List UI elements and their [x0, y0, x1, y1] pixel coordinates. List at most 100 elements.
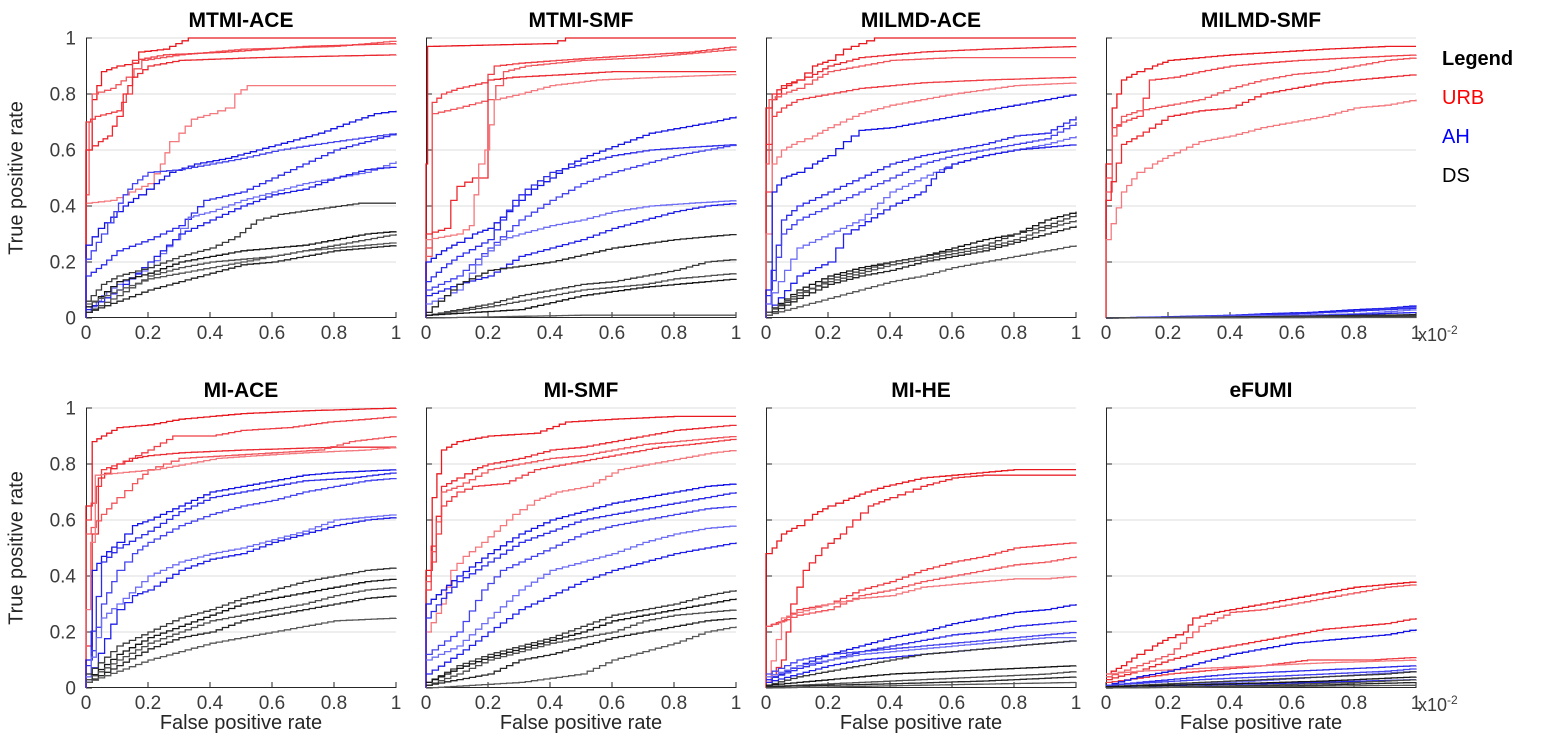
plot-title-mi-he: MI-HE [891, 379, 951, 402]
plot-milmd-smf: MILMD-SMF 0 0.2 0.4 0.6 0.8 1 [1101, 8, 1422, 344]
svg-text:1: 1 [1071, 323, 1082, 344]
plot-mi-ace: MI-ACE 0 0.2 0.4 0.6 0.8 1 0 0.2 0.4 0.6 0.8 1 Fals… [50, 378, 402, 735]
svg-text:0.4: 0.4 [877, 693, 904, 714]
svg-text:1: 1 [391, 323, 402, 344]
svg-text:0.2: 0.2 [815, 323, 841, 344]
chart-canvas-milmd-smf: 0 0.2 0.4 0.6 0.8 1 [1101, 37, 1421, 344]
y-axis-label: True positive rate [5, 471, 28, 625]
legend-item-ds: DS [1442, 165, 1470, 187]
svg-text:0: 0 [421, 323, 432, 344]
chart-canvas-milmd-ace: 0 0.2 0.4 0.6 0.8 1 [761, 37, 1081, 344]
top-right-gutter: x10-2 Legend URB AH DS [1416, 8, 1550, 345]
svg-text:0: 0 [81, 323, 92, 344]
y-axis-label: True positive rate [5, 101, 28, 255]
x-axis-label: False positive rate [159, 712, 323, 734]
y-axis-label-column-top: True positive rate [0, 8, 34, 326]
svg-text:0.6: 0.6 [1279, 693, 1305, 714]
svg-text:1: 1 [65, 29, 76, 50]
svg-text:0.6: 0.6 [259, 323, 285, 344]
plot-mi-he: MI-HE 0 0.2 0.4 0.6 0.8 1 False positive rate [761, 378, 1082, 735]
legend-item-ah: AH [1442, 126, 1470, 148]
plot-efumi: eFUMI 0 0.2 0.4 0.6 0.8 1 False positive rate [1101, 378, 1422, 735]
svg-text:1: 1 [391, 693, 402, 714]
svg-text:0.8: 0.8 [1001, 693, 1027, 714]
svg-text:0.6: 0.6 [50, 511, 76, 532]
legend-title: Legend [1442, 48, 1514, 70]
svg-text:0.2: 0.2 [475, 693, 501, 714]
svg-text:1: 1 [65, 399, 76, 420]
legend: Legend URB AH DS [1442, 48, 1513, 204]
x-axis-label: False positive rate [839, 712, 1003, 734]
plot-title-mtmi-smf: MTMI-SMF [528, 9, 634, 32]
y-axis-label-column-bottom: True positive rate [0, 378, 34, 696]
svg-text:1: 1 [1071, 693, 1082, 714]
svg-text:0.4: 0.4 [537, 693, 564, 714]
svg-text:0.2: 0.2 [135, 693, 161, 714]
svg-text:0.8: 0.8 [661, 323, 687, 344]
plot-title-mi-ace: MI-ACE [203, 379, 279, 402]
svg-text:0.2: 0.2 [50, 253, 76, 274]
svg-text:0.2: 0.2 [815, 693, 841, 714]
plot-mtmi-ace: MTMI-ACE 0 0.2 0.4 0.6 0.8 1 0 0.2 0.4 0.6 0.8 1 [50, 8, 402, 344]
svg-text:0: 0 [1101, 693, 1112, 714]
plot-title-mtmi-ace: MTMI-ACE [188, 9, 294, 32]
plot-title-efumi: eFUMI [1229, 379, 1293, 402]
svg-text:0.2: 0.2 [475, 323, 501, 344]
svg-text:0.6: 0.6 [1279, 323, 1305, 344]
svg-text:0.8: 0.8 [321, 323, 347, 344]
svg-text:1: 1 [1411, 323, 1422, 344]
plot-title-milmd-smf: MILMD-SMF [1200, 9, 1322, 32]
svg-text:0: 0 [65, 309, 76, 330]
plot-milmd-ace: MILMD-ACE 0 0.2 0.4 0.6 0.8 1 [761, 8, 1082, 344]
svg-text:0.4: 0.4 [537, 323, 564, 344]
svg-text:0.4: 0.4 [197, 693, 224, 714]
svg-text:0: 0 [1101, 323, 1112, 344]
bottom-row: True positive rate MI-ACE 0 0.2 0.4 0.6 0.8 1… [0, 370, 1550, 735]
svg-text:0.6: 0.6 [259, 693, 285, 714]
svg-text:0.8: 0.8 [1341, 323, 1367, 344]
plot-mtmi-smf: MTMI-SMF 0 0.2 0.4 0.6 0.8 1 [421, 8, 742, 344]
svg-text:1: 1 [731, 693, 742, 714]
svg-text:0: 0 [761, 693, 772, 714]
chart-canvas-efumi: 0 0.2 0.4 0.6 0.8 1 [1101, 407, 1421, 714]
svg-text:0.2: 0.2 [1155, 323, 1181, 344]
svg-text:0.2: 0.2 [135, 323, 161, 344]
svg-text:1: 1 [731, 323, 742, 344]
chart-canvas-mi-ace: 0 0.2 0.4 0.6 0.8 1 0 0.2 0.4 0.6 0.8 1 [50, 399, 402, 715]
svg-text:0.4: 0.4 [50, 567, 77, 588]
svg-text:0.4: 0.4 [50, 197, 77, 218]
svg-text:0.6: 0.6 [599, 693, 625, 714]
svg-text:0.8: 0.8 [1001, 323, 1027, 344]
chart-canvas-mtmi-smf: 0 0.2 0.4 0.6 0.8 1 [421, 37, 741, 344]
svg-text:0.4: 0.4 [877, 323, 904, 344]
x-axis-multiplier-top: x10-2 [1418, 323, 1458, 345]
svg-text:0.6: 0.6 [939, 693, 965, 714]
svg-text:1: 1 [1411, 693, 1422, 714]
bottom-right-gutter: x10-2 [1416, 378, 1550, 715]
svg-text:0.8: 0.8 [50, 455, 76, 476]
plot-title-mi-smf: MI-SMF [543, 379, 619, 402]
svg-text:0: 0 [421, 693, 432, 714]
x-axis-label: False positive rate [499, 712, 663, 734]
svg-text:0.4: 0.4 [1217, 693, 1244, 714]
svg-text:0: 0 [761, 323, 772, 344]
svg-text:0.8: 0.8 [50, 85, 76, 106]
x-axis-multiplier-bottom: x10-2 [1418, 693, 1458, 715]
chart-canvas-mi-smf: 0 0.2 0.4 0.6 0.8 1 [421, 407, 741, 714]
top-row: True positive rate MTMI-ACE 0 0.2 0.4 0.6 0.… [0, 0, 1550, 345]
svg-text:0.6: 0.6 [939, 323, 965, 344]
plot-title-milmd-ace: MILMD-ACE [860, 9, 982, 32]
svg-text:0.8: 0.8 [661, 693, 687, 714]
svg-text:0: 0 [65, 679, 76, 700]
svg-text:0.4: 0.4 [197, 323, 224, 344]
svg-text:0.2: 0.2 [50, 623, 76, 644]
svg-text:0.4: 0.4 [1217, 323, 1244, 344]
svg-text:0.6: 0.6 [599, 323, 625, 344]
x-axis-label: False positive rate [1179, 712, 1343, 734]
svg-text:0.6: 0.6 [50, 141, 76, 162]
chart-canvas-mi-he: 0 0.2 0.4 0.6 0.8 1 [761, 407, 1081, 714]
legend-item-urb: URB [1442, 87, 1485, 109]
svg-text:0.8: 0.8 [321, 693, 347, 714]
svg-text:0.2: 0.2 [1155, 693, 1181, 714]
